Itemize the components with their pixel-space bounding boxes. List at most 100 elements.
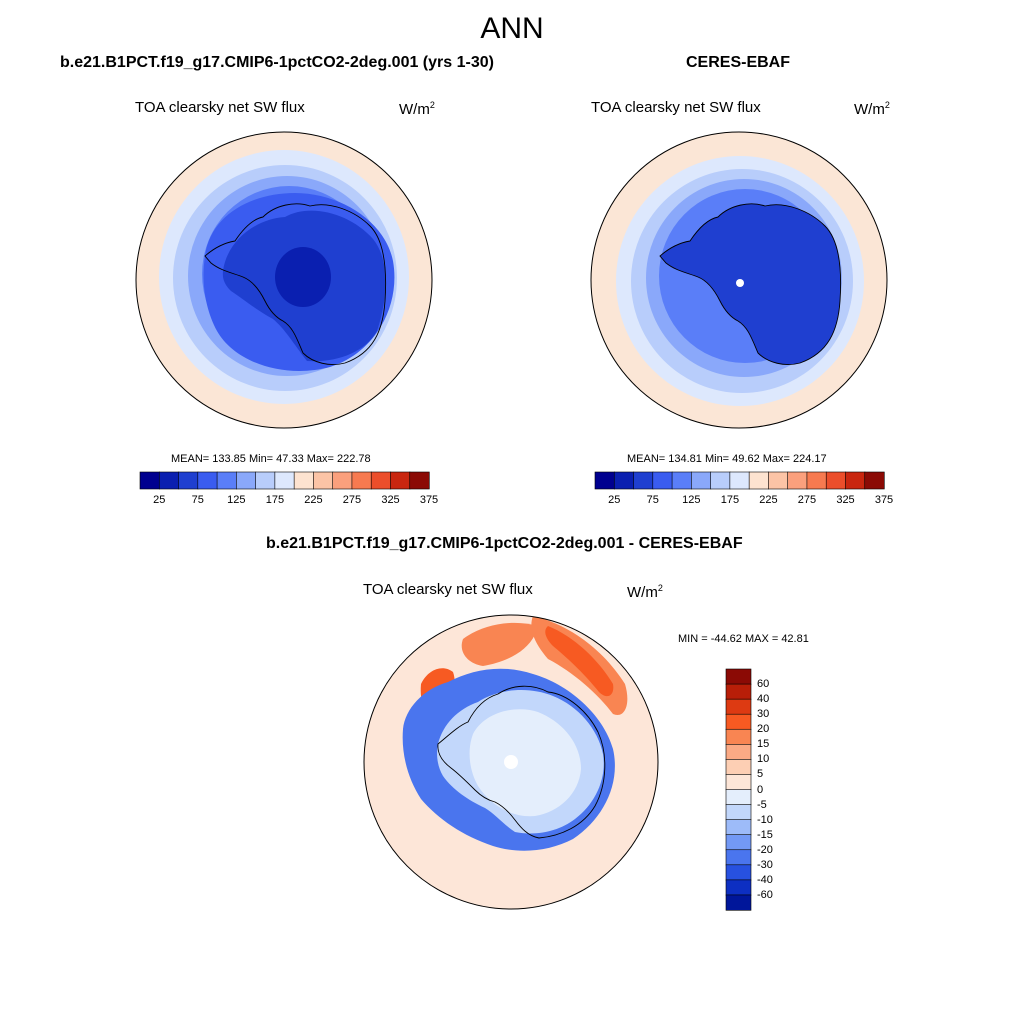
colorbar-swatch <box>139 471 160 490</box>
colorbar-swatch <box>409 471 430 490</box>
colorbar-swatch <box>652 471 673 490</box>
colorbar-swatch <box>613 471 635 490</box>
colorbar-swatch <box>725 879 752 896</box>
near-zero-plateau <box>469 709 581 817</box>
colorbar-tick-label: 125 <box>682 494 701 506</box>
colorbar-tick-label: -60 <box>757 888 773 901</box>
diff-colorbar <box>725 668 752 911</box>
colorbar-tick-label: 175 <box>265 494 285 506</box>
colorbar-tick-label: 30 <box>757 708 770 721</box>
ref-stats: MEAN= 134.81 Min= 49.62 Max= 224.17 <box>627 453 827 465</box>
colorbar-swatch <box>197 471 218 490</box>
colorbar-swatch <box>725 849 752 866</box>
colorbar-swatch <box>725 804 752 821</box>
colorbar-swatch <box>255 471 276 490</box>
colorbar-tick-label: -5 <box>757 798 767 811</box>
diff-stats: MIN = -44.62 MAX = 42.81 <box>678 633 809 645</box>
colorbar-swatch <box>725 744 752 760</box>
colorbar-tick-label: -15 <box>757 828 773 841</box>
colorbar-swatch <box>671 471 692 490</box>
colorbar-tick-label: 20 <box>757 723 770 736</box>
colorbar-swatch <box>748 471 770 490</box>
colorbar-swatch <box>725 713 752 730</box>
ref-variable-label: TOA clearsky net SW flux <box>591 99 761 116</box>
colorbar-tick-label: 10 <box>757 753 770 766</box>
colorbar-swatch <box>806 471 827 490</box>
colorbar-swatch <box>787 471 808 490</box>
colorbar-swatch <box>725 683 752 700</box>
colorbar-swatch <box>313 471 334 490</box>
pole-missing-data <box>736 279 744 287</box>
diff-panel-title: b.e21.B1PCT.f19_g17.CMIP6-1pctCO2-2deg.0… <box>266 535 743 552</box>
colorbar-swatch <box>351 471 372 490</box>
ref-panel-title: CERES-EBAF <box>686 54 791 71</box>
colorbar-swatch <box>293 471 315 490</box>
positive-anomaly-pacific-core <box>545 626 614 697</box>
colorbar-tick-label: -30 <box>757 858 773 871</box>
diff-variable-label: TOA clearsky net SW flux <box>363 581 533 598</box>
test-units-label: W/m2 <box>399 100 435 118</box>
test-colorbar <box>139 471 430 490</box>
colorbar-tick-label: -40 <box>757 873 773 886</box>
colorbar-swatch <box>274 471 295 490</box>
colorbar-swatch <box>729 471 750 490</box>
test-polar-map <box>135 131 433 429</box>
colorbar-swatch <box>594 471 615 490</box>
colorbar-swatch <box>691 471 712 490</box>
plateau-minimum <box>275 247 331 307</box>
ref-colorbar-ticks: 25 75 125 175 225 275 325 375 <box>595 494 893 508</box>
coastline <box>204 203 387 365</box>
colorbar-tick-label: 125 <box>227 494 246 506</box>
ref-polar-map <box>590 131 888 429</box>
diff-polar-map <box>363 614 659 910</box>
colorbar-swatch <box>725 668 752 685</box>
colorbar-tick-label: 275 <box>797 494 817 506</box>
test-stats: MEAN= 133.85 Min= 47.33 Max= 222.78 <box>171 453 371 465</box>
diff-units-label: W/m2 <box>627 583 663 601</box>
colorbar-swatch <box>725 789 752 806</box>
coastline <box>437 685 606 839</box>
colorbar-tick-label: 325 <box>381 494 400 506</box>
colorbar-swatch <box>825 471 847 490</box>
colorbar-tick-label: 225 <box>304 494 323 506</box>
colorbar-tick-label: 325 <box>836 494 855 506</box>
colorbar-swatch <box>158 471 180 490</box>
colorbar-swatch <box>710 471 731 490</box>
colorbar-swatch <box>370 471 392 490</box>
colorbar-swatch <box>725 774 752 791</box>
colorbar-tick-label: 0 <box>757 783 764 796</box>
colorbar-tick-label: 15 <box>757 738 770 751</box>
ref-units-label: W/m2 <box>854 100 890 118</box>
coastline <box>659 203 842 365</box>
positive-anomaly-north <box>461 622 538 666</box>
test-colorbar-ticks: 25 75 125 175 225 275 325 375 <box>140 494 438 508</box>
antarctica-interior <box>660 203 841 365</box>
colorbar-tick-label: 75 <box>191 494 204 506</box>
colorbar-swatch <box>178 471 199 490</box>
colorbar-tick-label: 5 <box>757 768 764 781</box>
colorbar-tick-label: 175 <box>720 494 740 506</box>
colorbar-swatch <box>768 471 789 490</box>
colorbar-swatch <box>725 864 752 881</box>
colorbar-swatch <box>725 698 752 715</box>
colorbar-tick-label: 60 <box>757 678 770 691</box>
colorbar-swatch <box>725 834 752 851</box>
colorbar-swatch <box>236 471 257 490</box>
colorbar-swatch <box>390 471 411 490</box>
test-variable-label: TOA clearsky net SW flux <box>135 99 305 116</box>
colorbar-tick-label: -20 <box>757 843 773 856</box>
colorbar-tick-label: 40 <box>757 693 770 706</box>
colorbar-tick-label: 375 <box>874 494 894 506</box>
colorbar-tick-label: -10 <box>757 813 773 826</box>
colorbar-swatch <box>216 471 237 490</box>
colorbar-tick-label: 375 <box>419 494 439 506</box>
colorbar-tick-label: 25 <box>153 494 166 506</box>
colorbar-swatch <box>725 759 752 776</box>
colorbar-swatch <box>725 728 752 745</box>
colorbar-swatch <box>864 471 885 490</box>
colorbar-swatch <box>633 471 654 490</box>
colorbar-swatch <box>332 471 353 490</box>
colorbar-tick-label: 25 <box>608 494 621 506</box>
colorbar-swatch <box>725 894 752 911</box>
colorbar-tick-label: 275 <box>342 494 362 506</box>
